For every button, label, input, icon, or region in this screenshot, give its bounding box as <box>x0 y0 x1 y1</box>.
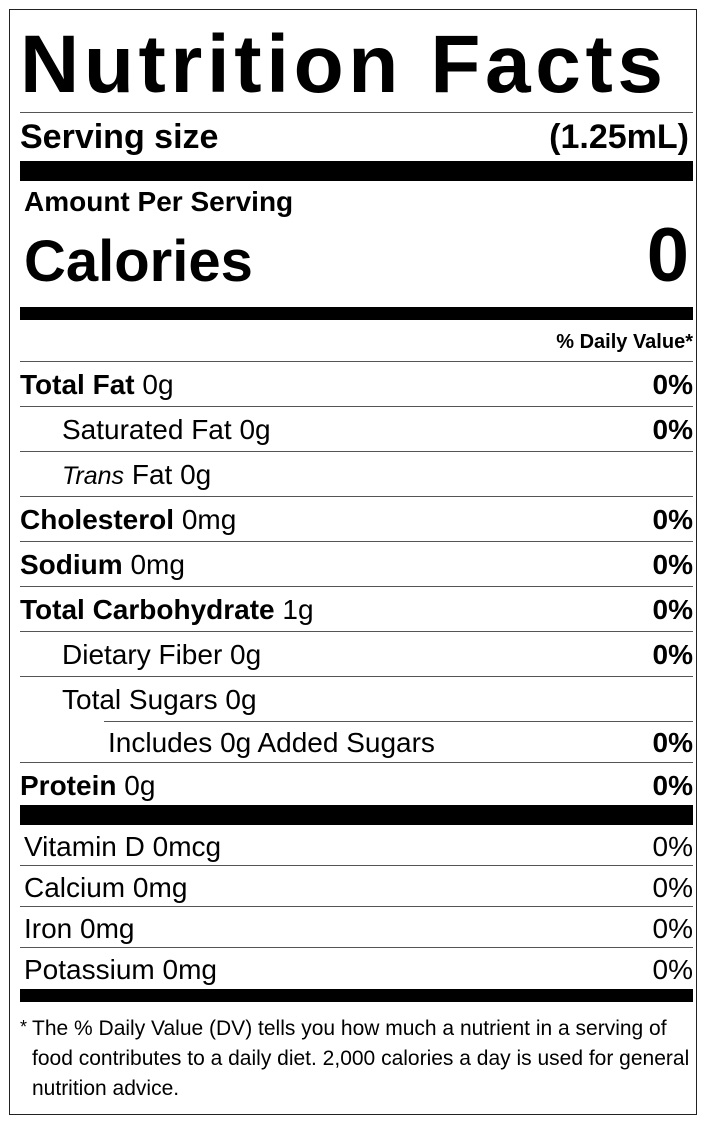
serving-row: Serving size (1.25mL) <box>20 112 693 161</box>
vitamin-row: Iron 0mg 0% <box>20 906 693 947</box>
vitamin-amount: 0mg <box>162 954 217 985</box>
vitamin-amount: 0mg <box>132 872 188 903</box>
nutrient-name: Total Fat <box>20 369 135 400</box>
nutrient-amount: 0mg <box>130 549 185 580</box>
vitamin-dv: 0% <box>652 872 693 903</box>
nutrient-dv: 0% <box>652 639 693 670</box>
vitamin-row: Vitamin D 0mcg 0% <box>20 825 693 865</box>
nutrient-row: Sodium 0mg 0% <box>20 541 693 586</box>
title: Nutrition Facts <box>20 19 668 110</box>
nutrient-row: Total Carbohydrate 1g 0% <box>20 586 693 631</box>
label-content: Nutrition Facts Serving size (1.25mL) Am… <box>20 10 693 1104</box>
vitamin-row: Potassium 0mg 0% <box>20 947 693 988</box>
nutrient-row: Total Sugars 0g <box>20 676 693 721</box>
nutrient-name: Saturated Fat <box>62 414 232 445</box>
vitamin-dv: 0% <box>652 913 693 944</box>
nutrient-dv: 0% <box>652 549 693 580</box>
nutrient-row: Protein 0g 0% <box>20 762 693 807</box>
footnote-mark: * <box>20 1017 28 1037</box>
nutrient-dv: 0% <box>652 414 693 445</box>
dv-header: % Daily Value* <box>20 320 693 362</box>
vitamin-name: Iron <box>24 913 73 944</box>
nutrient-dv: 0% <box>652 504 693 535</box>
vitamin-dv: 0% <box>652 831 693 862</box>
nutrient-amount: 0g <box>180 459 212 490</box>
nutrition-label: Nutrition Facts Serving size (1.25mL) Am… <box>9 9 697 1115</box>
footnote-text: The % Daily Value (DV) tells you how muc… <box>32 1017 690 1100</box>
nutrient-row: Trans Fat 0g <box>20 451 693 496</box>
divider <box>20 307 693 320</box>
nutrient-row: Includes 0g Added Sugars 0% <box>104 721 693 762</box>
nutrient-row: Cholesterol 0mg 0% <box>20 496 693 541</box>
amount-per-serving: Amount Per Serving <box>24 186 294 217</box>
nutrient-name: Protein <box>20 770 117 801</box>
nutrient-amount: 0g <box>225 684 257 715</box>
vitamin-name: Vitamin D <box>24 831 145 862</box>
divider <box>20 161 693 181</box>
nutrient-name: Total Sugars <box>62 684 218 715</box>
nutrient-suffix: Added Sugars <box>257 727 435 758</box>
nutrient-amount: 0g <box>220 727 252 758</box>
nutrient-dv: 0% <box>652 770 693 801</box>
vitamin-name: Calcium <box>24 872 126 903</box>
nutrient-name: Cholesterol <box>20 504 175 535</box>
nutrient-list: Total Fat 0g 0% Saturated Fat 0g 0% Trans … <box>20 362 693 807</box>
calories-value: 0 <box>646 213 689 298</box>
divider <box>20 805 693 825</box>
vitamin-dv: 0% <box>652 954 693 985</box>
nutrient-amount: 0g <box>124 770 156 801</box>
nutrient-row: Total Fat 0g 0% <box>20 362 693 406</box>
nutrient-dv: 0% <box>652 594 693 625</box>
nutrient-dv: 0% <box>652 369 693 400</box>
calories-label: Calories <box>24 229 253 294</box>
nutrient-name: Total Carbohydrate <box>20 594 275 625</box>
nutrient-amount: 0g <box>142 369 174 400</box>
nutrient-name-italic: Trans <box>62 462 125 490</box>
vitamin-amount: 0mcg <box>152 831 222 862</box>
vitamin-row: Calcium 0mg 0% <box>20 865 693 906</box>
nutrient-name: Includes <box>108 727 213 758</box>
nutrient-name: Fat <box>131 459 173 490</box>
vitamin-name: Potassium <box>24 954 155 985</box>
nutrient-row: Dietary Fiber 0g 0% <box>20 631 693 676</box>
nutrient-amount: 0mg <box>181 504 237 535</box>
nutrient-row: Saturated Fat 0g 0% <box>20 406 693 451</box>
serving-label: Serving size <box>20 117 219 156</box>
nutrient-amount: 0g <box>230 639 262 670</box>
nutrient-amount: 0g <box>239 414 271 445</box>
nutrient-dv: 0% <box>652 727 693 758</box>
nutrient-amount: 1g <box>282 594 314 625</box>
serving-value: (1.25mL) <box>549 117 689 156</box>
vitamin-list: Vitamin D 0mcg 0% Calcium 0mg 0% Iron 0mg 0… <box>20 825 693 988</box>
nutrient-name: Sodium <box>20 549 123 580</box>
vitamin-amount: 0mg <box>80 913 135 944</box>
calories-row: Calories 0 <box>20 217 693 295</box>
footnote: * The % Daily Value (DV) tells you how m… <box>20 1014 693 1104</box>
nutrient-name: Dietary Fiber <box>62 639 223 670</box>
divider <box>20 989 693 1002</box>
